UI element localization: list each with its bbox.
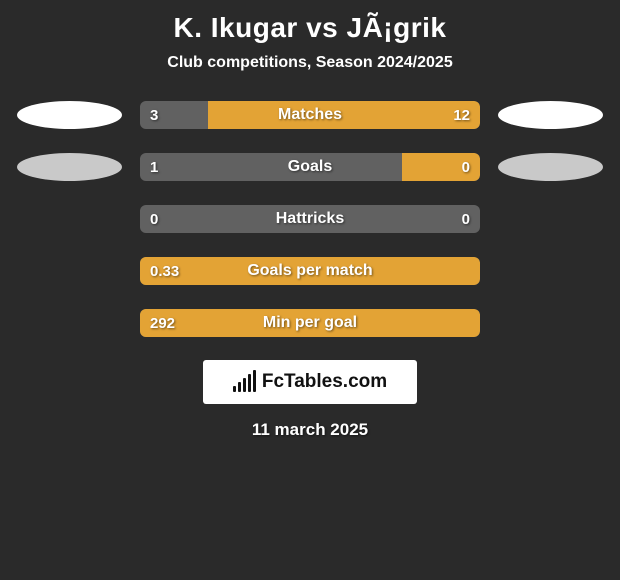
stat-label: Hattricks	[140, 205, 480, 233]
team-badge-right	[498, 153, 603, 181]
fctables-logo[interactable]: FcTables.com	[203, 360, 417, 404]
stat-label: Goals	[140, 153, 480, 181]
stat-bar: 292Min per goal	[140, 309, 480, 337]
bar-chart-icon	[233, 372, 256, 392]
stat-label: Goals per match	[140, 257, 480, 285]
team-badge-left	[17, 101, 122, 129]
stat-row: 312Matches	[0, 100, 620, 130]
stat-row: 292Min per goal	[0, 308, 620, 338]
page-subtitle: Club competitions, Season 2024/2025	[0, 54, 620, 100]
team-badge-left	[17, 153, 122, 181]
logo-text: FcTables.com	[262, 371, 387, 393]
stat-bar: 00Hattricks	[140, 205, 480, 233]
page-title: K. Ikugar vs JÃ¡grik	[0, 8, 620, 54]
stat-bar: 10Goals	[140, 153, 480, 181]
stat-label: Min per goal	[140, 309, 480, 337]
stat-row: 10Goals	[0, 152, 620, 182]
stat-bar: 0.33Goals per match	[140, 257, 480, 285]
stat-bar: 312Matches	[140, 101, 480, 129]
stat-rows: 312Matches 10Goals 00Hattricks 0.33Goals pe…	[0, 100, 620, 338]
infographic-root: K. Ikugar vs JÃ¡grik Club competitions, …	[0, 0, 620, 440]
stat-row: 0.33Goals per match	[0, 256, 620, 286]
date-label: 11 march 2025	[0, 420, 620, 440]
stat-row: 00Hattricks	[0, 204, 620, 234]
team-badge-right	[498, 101, 603, 129]
stat-label: Matches	[140, 101, 480, 129]
